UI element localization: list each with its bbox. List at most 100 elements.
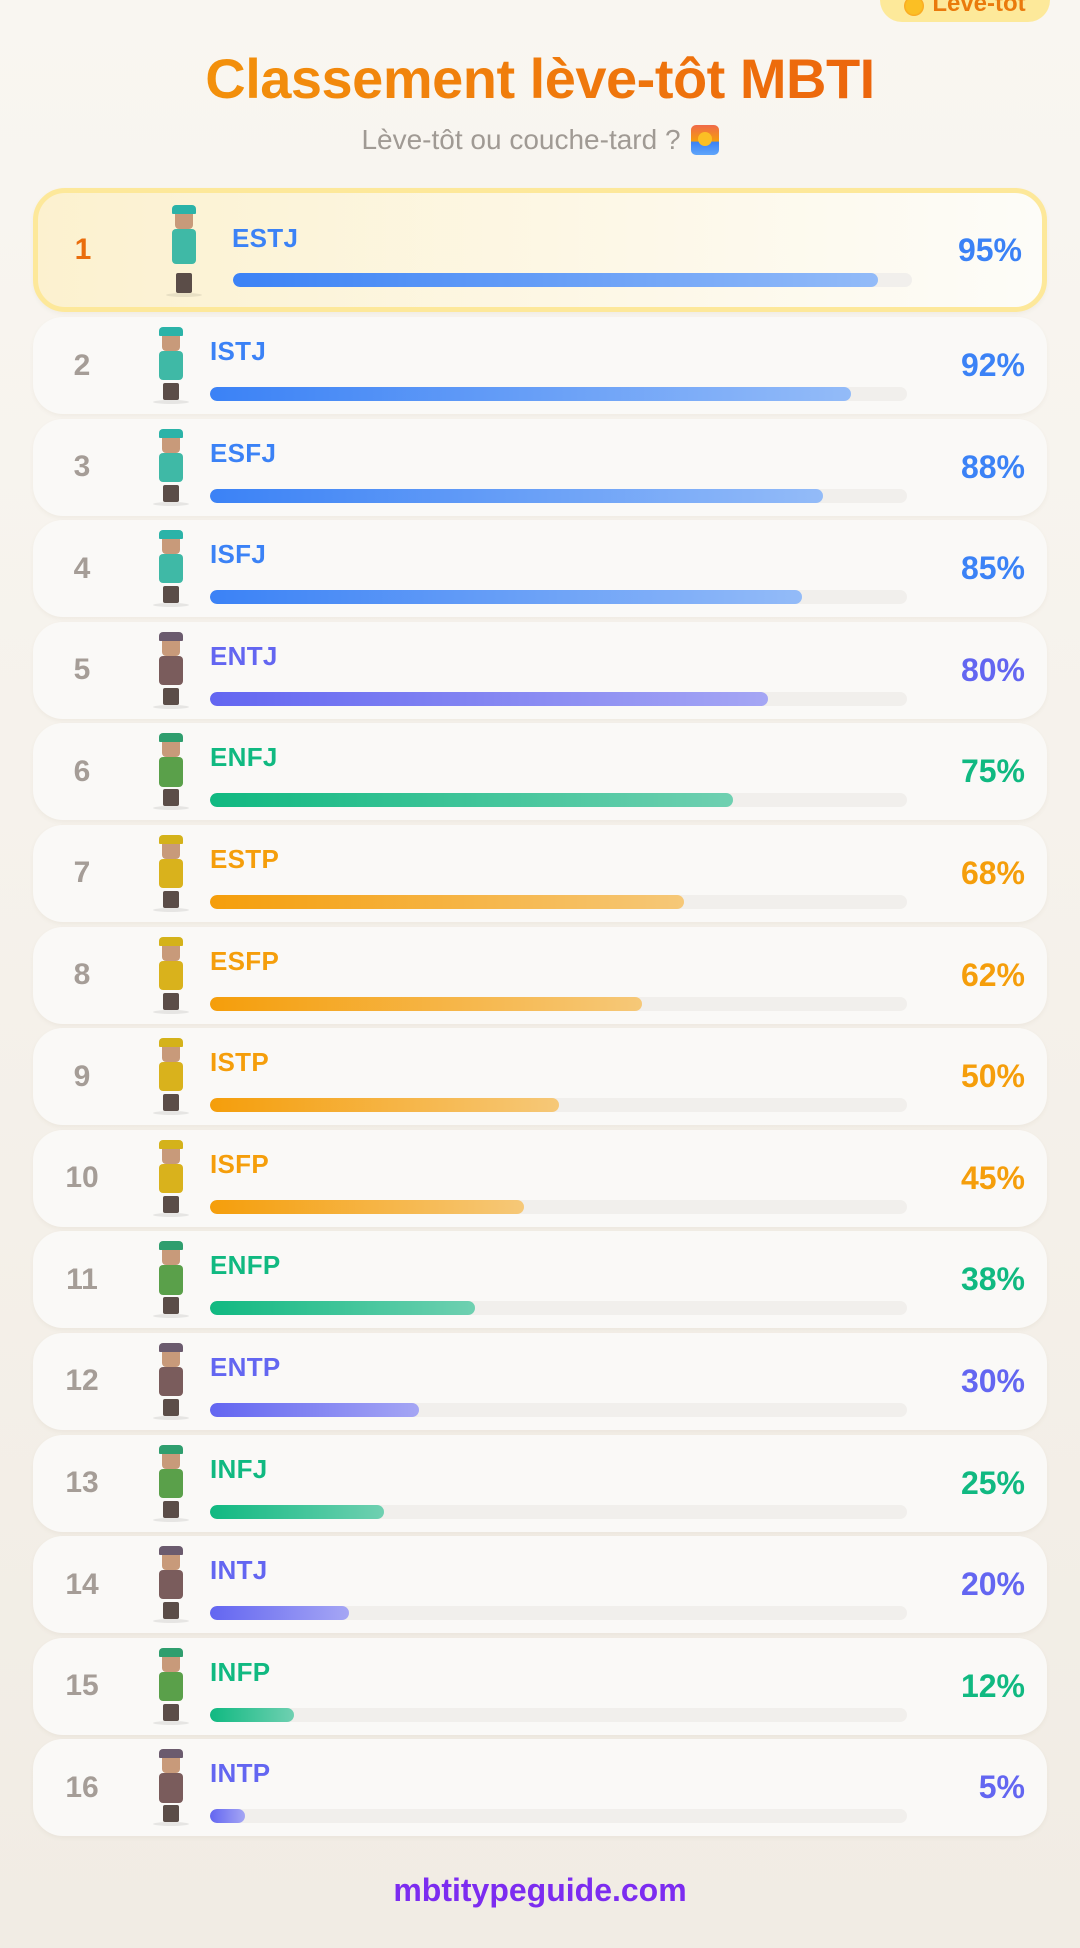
mbti-type-label: ENTP [210, 1351, 281, 1382]
progress-fill [210, 996, 643, 1011]
progress-track [210, 1707, 907, 1722]
ranking-row: 7 ESTP 68% [33, 824, 1047, 922]
progress-track [210, 793, 907, 808]
progress-fill [210, 894, 684, 909]
ranking-row: 1 ESTJ 95% [33, 188, 1047, 312]
ranking-row: 11 ENFP 38% [33, 1231, 1047, 1329]
mbti-type-label: ENFP [210, 1250, 281, 1281]
mbti-type-label: ENTJ [210, 640, 278, 671]
progress-fill [210, 1606, 350, 1621]
rank-number: 5 [73, 653, 91, 687]
character-avatar-icon [133, 1546, 209, 1624]
ranking-row: 3 ESFJ 88% [33, 418, 1047, 516]
percentage-value: 95% [957, 231, 1022, 268]
page-title: Classement lève-tôt MBTI [0, 46, 1080, 111]
progress-fill [210, 387, 852, 401]
character-avatar-icon [133, 1241, 209, 1319]
rank-number: 6 [73, 754, 91, 788]
percentage-value: 45% [960, 1159, 1025, 1196]
character-avatar-icon [133, 428, 209, 506]
percentage-value: 20% [960, 1566, 1025, 1603]
subtitle-text: Lève-tôt ou couche-tard ? [361, 124, 681, 155]
ranking-row: 14 INTJ 20% [33, 1536, 1047, 1634]
ranking-row: 2 ISTJ 92% [33, 317, 1047, 414]
character-avatar-icon [133, 936, 209, 1014]
progress-track [210, 691, 907, 706]
character-avatar-icon [133, 1749, 209, 1827]
progress-fill [210, 1809, 245, 1824]
ranking-row: 9 ISTP 50% [33, 1028, 1047, 1126]
mbti-type-label: INFJ [210, 1453, 268, 1484]
progress-track [210, 1199, 907, 1214]
mbti-type-label: INTP [210, 1758, 271, 1789]
progress-fill [210, 590, 803, 605]
ranking-row: 4 ISFJ 85% [33, 520, 1047, 618]
mbti-type-label: ENFJ [210, 742, 278, 773]
rank-number: 15 [65, 1669, 99, 1703]
character-avatar-icon [133, 1342, 209, 1420]
rank-number: 7 [73, 856, 91, 890]
mbti-type-label: ISFP [210, 1148, 269, 1179]
mbti-type-label: INTJ [210, 1555, 268, 1586]
character-avatar-icon [133, 1444, 209, 1522]
progress-fill [210, 488, 824, 503]
percentage-value: 30% [960, 1362, 1025, 1399]
mbti-type-label: ESTP [210, 843, 280, 874]
character-avatar-icon [133, 1038, 209, 1116]
percentage-value: 25% [960, 1464, 1025, 1501]
progress-track [210, 894, 907, 909]
rank-number: 11 [66, 1262, 98, 1296]
progress-fill [210, 1504, 385, 1519]
ranking-row: 12 ENTP 30% [33, 1332, 1047, 1430]
character-avatar-icon [133, 733, 209, 811]
rank-number: 10 [65, 1161, 99, 1195]
footer-site-link[interactable]: mbtitypeguide.com [393, 1872, 687, 1908]
percentage-value: 50% [960, 1058, 1025, 1095]
rank-number: 13 [65, 1466, 99, 1500]
ranking-row: 6 ENFJ 75% [33, 723, 1047, 821]
mbti-type-label: INFP [210, 1656, 271, 1687]
mbti-type-label: ESFP [210, 945, 280, 976]
progress-track [210, 1402, 907, 1417]
ranking-list: 1 ESTJ 95% 2 [33, 188, 1047, 1841]
percentage-value: 62% [960, 956, 1025, 993]
progress-track [210, 1606, 907, 1621]
rank-number: 2 [73, 348, 91, 382]
percentage-value: 75% [960, 753, 1025, 790]
progress-fill [210, 1402, 420, 1417]
progress-track [210, 996, 907, 1011]
character-avatar-icon [133, 1647, 209, 1725]
percentage-value: 5% [978, 1769, 1025, 1806]
progress-track [210, 1301, 907, 1316]
percentage-value: 68% [960, 854, 1025, 891]
badge-label: Lève-tôt [932, 0, 1026, 17]
progress-fill [210, 793, 733, 808]
percentage-value: 80% [960, 651, 1025, 688]
progress-track [233, 273, 912, 287]
mbti-type-label: ISFJ [210, 539, 267, 570]
ranking-row: 8 ESFP 62% [33, 926, 1047, 1024]
percentage-value: 88% [960, 448, 1025, 485]
sunrise-icon [690, 125, 719, 155]
progress-track [210, 1809, 907, 1824]
progress-fill [210, 1098, 559, 1113]
character-avatar-icon [133, 327, 209, 404]
rank-number: 4 [73, 551, 91, 585]
mbti-type-label: ISTP [210, 1047, 269, 1078]
rank-number: 3 [73, 450, 91, 484]
character-avatar-icon [133, 530, 209, 608]
progress-fill [210, 691, 768, 706]
page-subtitle: Lève-tôt ou couche-tard ? [0, 124, 1080, 156]
progress-fill [210, 1707, 294, 1722]
progress-track [210, 1504, 907, 1519]
progress-fill [233, 273, 879, 287]
ranking-row: 5 ENTJ 80% [33, 621, 1047, 719]
ranking-row: 10 ISFP 45% [33, 1129, 1047, 1227]
mbti-type-label: ESFJ [210, 437, 277, 468]
character-avatar-icon [133, 631, 209, 709]
percentage-value: 12% [960, 1667, 1025, 1704]
rank-number: 12 [65, 1364, 99, 1398]
character-avatar-icon [146, 205, 222, 297]
progress-fill [210, 1199, 524, 1214]
progress-track [210, 590, 907, 605]
